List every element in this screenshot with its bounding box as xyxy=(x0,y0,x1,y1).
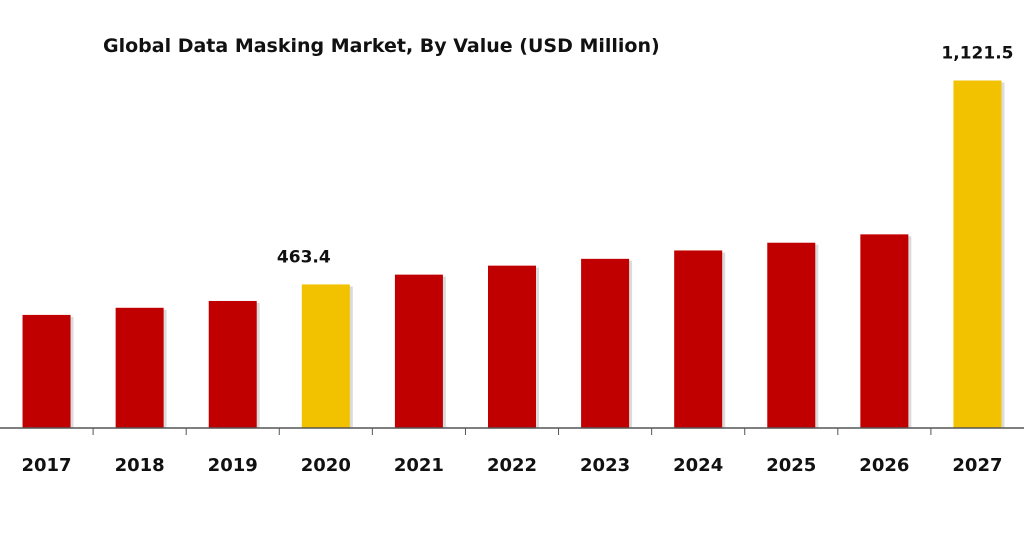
x-tick-label-2024: 2024 xyxy=(673,455,723,476)
x-axis: 2017 2018 2019 2020 2021 2022 2023 2024 2025 2026… xyxy=(0,427,1024,476)
bar-2027 xyxy=(953,80,1002,428)
x-tick-label-2017: 2017 xyxy=(21,455,71,476)
bar-2023 xyxy=(581,258,630,428)
x-tick-label-2026: 2026 xyxy=(859,455,909,476)
bar-2018 xyxy=(115,307,164,428)
x-tick-label-2027: 2027 xyxy=(952,455,1002,476)
x-tick-label-2023: 2023 xyxy=(580,455,630,476)
data-label-2020: 463.4 xyxy=(277,247,331,267)
data-labels-group: 463.4 1,121.5 xyxy=(277,44,1014,268)
bars-group xyxy=(22,80,1005,428)
x-tick-label-2018: 2018 xyxy=(115,455,165,476)
bar-2017 xyxy=(22,314,71,428)
bar-2020 xyxy=(301,284,350,428)
bar-2026 xyxy=(860,234,909,428)
x-tick-label-2025: 2025 xyxy=(766,455,816,476)
x-tick-label-2020: 2020 xyxy=(301,455,351,476)
x-tick-label-2021: 2021 xyxy=(394,455,444,476)
data-label-2027: 1,121.5 xyxy=(941,44,1013,64)
x-tick-label-2022: 2022 xyxy=(487,455,537,476)
bar-2022 xyxy=(488,265,536,428)
bar-2021 xyxy=(394,274,443,428)
x-tick-label-2019: 2019 xyxy=(208,455,258,476)
bar-2025 xyxy=(767,242,816,428)
chart-title: Global Data Masking Market, By Value (US… xyxy=(103,35,660,57)
bar-2024 xyxy=(674,250,723,428)
bar-2019 xyxy=(208,300,257,428)
